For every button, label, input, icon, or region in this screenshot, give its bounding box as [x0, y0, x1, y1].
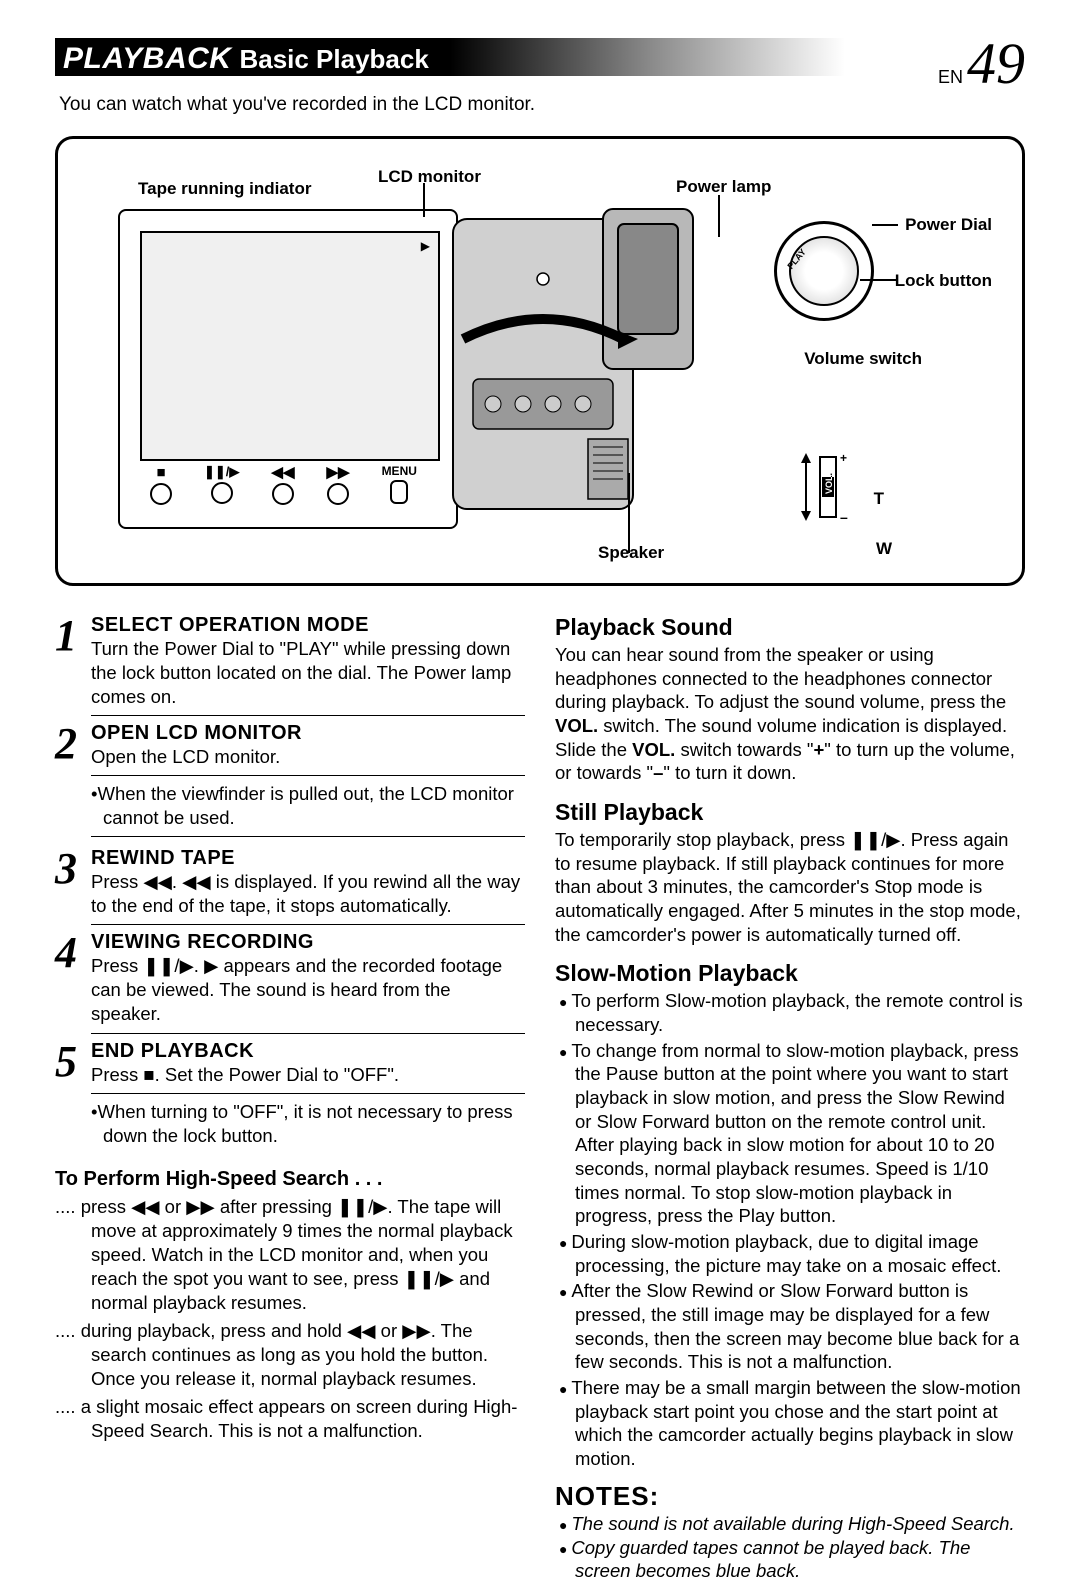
lcd-panel: ▶ ■ ❚❚/▶ ◀◀ ▶▶ MENU	[118, 209, 458, 529]
menu-button[interactable]: MENU	[382, 464, 417, 504]
label-power-lamp: Power lamp	[676, 177, 771, 197]
high-speed-item: .... press ◀◀ or ▶▶ after pressing ❚❚/▶.…	[91, 1195, 525, 1315]
step-5-note: •When turning to "OFF", it is not necess…	[91, 1100, 525, 1154]
high-speed-item: .... a slight mosaic effect appears on s…	[91, 1395, 525, 1443]
step-title: END PLAYBACK	[91, 1040, 525, 1063]
step-title: REWIND TAPE	[91, 847, 525, 870]
step-title: SELECT OPERATION MODE	[91, 614, 525, 637]
notes-heading: NOTES:	[555, 1481, 1025, 1512]
notes-list: The sound is not available during High-S…	[555, 1512, 1025, 1583]
step-2: 2 OPEN LCD MONITOR Open the LCD monitor.	[55, 722, 525, 776]
step-title: OPEN LCD MONITOR	[91, 722, 525, 745]
label-tape-indicator: Tape running indiator	[138, 179, 311, 199]
step-number: 3	[55, 847, 91, 925]
step-1: 1 SELECT OPERATION MODE Turn the Power D…	[55, 614, 525, 716]
step-text: Open the LCD monitor.	[91, 745, 525, 769]
vol-w: W	[876, 539, 892, 559]
rewind-button[interactable]: ◀◀	[271, 463, 294, 505]
page-header: PLAYBACK Basic Playback EN 49	[55, 38, 1025, 82]
label-volume-switch: Volume switch	[804, 349, 922, 369]
right-column: Playback Sound You can hear sound from t…	[555, 614, 1025, 1583]
label-lcd-monitor: LCD monitor	[378, 167, 481, 187]
label-speaker: Speaker	[598, 543, 664, 563]
camcorder-diagram: Tape running indiator LCD monitor Power …	[55, 136, 1025, 586]
callout-line	[423, 183, 425, 217]
lcd-screen: ▶	[140, 231, 440, 461]
playback-sound-text: You can hear sound from the speaker or u…	[555, 643, 1025, 785]
callout-line	[628, 473, 630, 553]
step-title: VIEWING RECORDING	[91, 931, 525, 954]
slow-motion-list: To perform Slow-motion playback, the rem…	[555, 989, 1025, 1470]
intro-text: You can watch what you've recorded in th…	[59, 94, 1025, 116]
step-text: Turn the Power Dial to "PLAY" while pres…	[91, 637, 525, 709]
step-2-note: •When the viewfinder is pulled out, the …	[91, 782, 525, 837]
tape-running-icon: ▶	[421, 239, 430, 253]
list-item: Copy guarded tapes cannot be played back…	[575, 1536, 1025, 1583]
volume-switch[interactable]: + – VOL.	[796, 447, 856, 527]
page-indicator: EN 49	[938, 30, 1025, 97]
step-text: Press ◀◀. ◀◀ is displayed. If you rewind…	[91, 870, 525, 918]
play-pause-button[interactable]: ❚❚/▶	[204, 464, 239, 504]
list-item: To perform Slow-motion playback, the rem…	[575, 989, 1025, 1036]
page-title: Basic Playback	[239, 44, 428, 75]
step-number: 5	[55, 1040, 91, 1094]
playback-controls: ■ ❚❚/▶ ◀◀ ▶▶ MENU	[150, 463, 417, 505]
left-column: 1 SELECT OPERATION MODE Turn the Power D…	[55, 614, 525, 1583]
step-number: 2	[55, 722, 91, 776]
content-columns: 1 SELECT OPERATION MODE Turn the Power D…	[55, 614, 1025, 1583]
label-power-dial: Power Dial	[905, 215, 992, 235]
high-speed-heading: To Perform High-Speed Search . . .	[55, 1168, 525, 1191]
still-playback-text: To temporarily stop playback, press ❚❚/▶…	[555, 828, 1025, 946]
vol-minus: –	[840, 509, 848, 525]
fast-forward-button[interactable]: ▶▶	[326, 463, 349, 505]
vol-plus: +	[840, 451, 847, 465]
camcorder-body	[443, 199, 703, 539]
vol-t: T	[874, 489, 884, 509]
high-speed-list: .... press ◀◀ or ▶▶ after pressing ❚❚/▶.…	[91, 1195, 525, 1443]
step-number: 4	[55, 931, 91, 1033]
section-name: PLAYBACK	[63, 42, 231, 76]
step-number: 1	[55, 614, 91, 716]
slow-motion-heading: Slow-Motion Playback	[555, 960, 1025, 987]
page-number: 49	[967, 30, 1025, 97]
high-speed-item: .... during playback, press and hold ◀◀ …	[91, 1319, 525, 1391]
stop-button[interactable]: ■	[150, 464, 172, 505]
list-item: During slow-motion playback, due to digi…	[575, 1230, 1025, 1277]
label-lock-button: Lock button	[895, 271, 992, 291]
list-item: After the Slow Rewind or Slow Forward bu…	[575, 1279, 1025, 1374]
vol-label: VOL.	[824, 473, 834, 494]
callout-line	[718, 195, 720, 237]
playback-sound-heading: Playback Sound	[555, 614, 1025, 641]
header-gradient: PLAYBACK Basic Playback	[55, 38, 845, 76]
step-text: Press ❚❚/▶. ▶ appears and the recorded f…	[91, 954, 525, 1026]
callout-line	[872, 224, 898, 226]
list-item: There may be a small margin between the …	[575, 1376, 1025, 1471]
power-dial[interactable]: PLAY	[774, 221, 874, 321]
list-item: The sound is not available during High-S…	[575, 1512, 1025, 1536]
still-playback-heading: Still Playback	[555, 799, 1025, 826]
step-4: 4 VIEWING RECORDING Press ❚❚/▶. ▶ appear…	[55, 931, 525, 1033]
step-5: 5 END PLAYBACK Press ■. Set the Power Di…	[55, 1040, 525, 1094]
callout-line	[860, 279, 898, 281]
step-3: 3 REWIND TAPE Press ◀◀. ◀◀ is displayed.…	[55, 847, 525, 925]
page-lang: EN	[938, 67, 963, 88]
list-item: To change from normal to slow-motion pla…	[575, 1039, 1025, 1228]
step-text: Press ■. Set the Power Dial to "OFF".	[91, 1063, 525, 1087]
